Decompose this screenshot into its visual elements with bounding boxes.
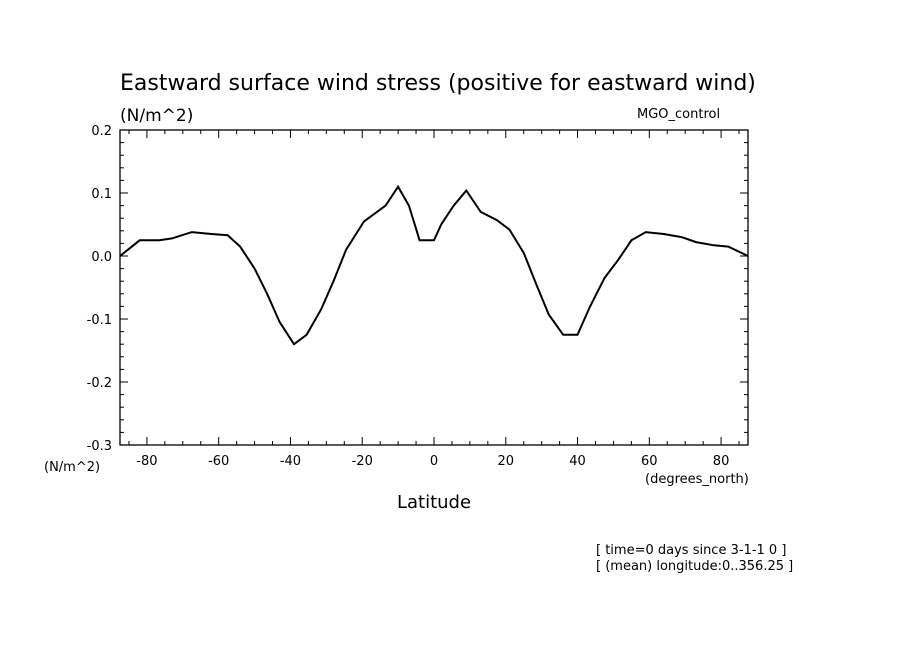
y-tick-label: 0.2 bbox=[91, 124, 112, 139]
plot-frame bbox=[119, 129, 749, 446]
footer-time: [ time=0 days since 3-1-1 0 ] bbox=[596, 543, 786, 558]
chart-title: Eastward surface wind stress (positive f… bbox=[120, 71, 756, 96]
x-tick-label: 80 bbox=[713, 454, 730, 469]
x-axis-label: Latitude bbox=[397, 492, 471, 513]
y-tick-label: -0.3 bbox=[87, 439, 112, 454]
units-label: (N/m^2) bbox=[120, 106, 193, 126]
y-tick-label: 0.0 bbox=[91, 250, 112, 265]
footer-longitude: [ (mean) longitude:0..356.25 ] bbox=[596, 559, 793, 574]
y-tick-label: -0.2 bbox=[87, 376, 112, 391]
axis-ticks bbox=[120, 129, 748, 446]
series-line bbox=[119, 184, 749, 346]
y-axis-units-label: (N/m^2) bbox=[44, 460, 100, 475]
axis-tick-labels: -80 -60 -40 -20 0 20 40 60 80 -0.3 -0.2 -0.1 0.0 0.1 0… bbox=[87, 124, 730, 469]
y-tick-label: -0.1 bbox=[87, 313, 112, 328]
x-tick-label: 60 bbox=[641, 454, 658, 469]
x-tick-label: 20 bbox=[497, 454, 514, 469]
x-tick-label: -60 bbox=[208, 454, 229, 469]
y-tick-label: 0.1 bbox=[91, 187, 112, 202]
x-tick-label: -80 bbox=[136, 454, 157, 469]
plot-area: -80 -60 -40 -20 0 20 40 60 80 -0.3 -0.2 -0.1 0.0 0.1 0… bbox=[87, 124, 749, 469]
x-tick-label: 0 bbox=[430, 454, 438, 469]
x-tick-label: -40 bbox=[280, 454, 301, 469]
dataset-label: MGO_control bbox=[637, 107, 720, 122]
x-tick-label: -20 bbox=[352, 454, 373, 469]
x-axis-units-label: (degrees_north) bbox=[645, 472, 749, 487]
x-tick-label: 40 bbox=[569, 454, 586, 469]
